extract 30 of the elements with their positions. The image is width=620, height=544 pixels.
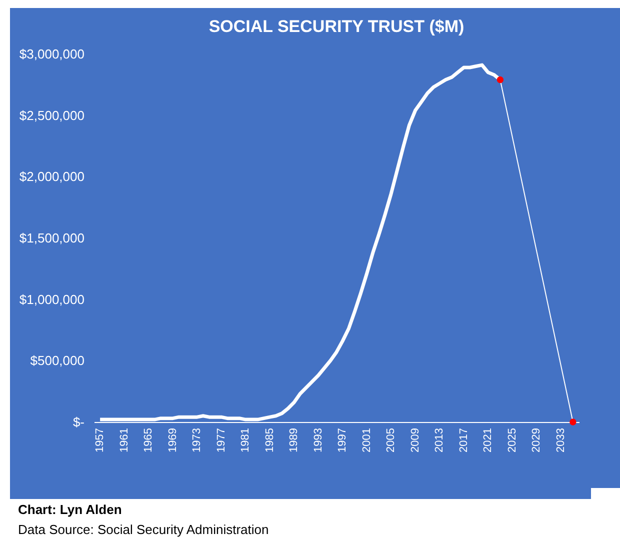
x-tick-label: 1969 xyxy=(166,428,179,452)
x-tick-label: 2001 xyxy=(360,428,373,452)
y-tick-label: $1,000,000 xyxy=(19,292,84,307)
x-tick-label: 2005 xyxy=(385,428,398,452)
x-tick-label: 1997 xyxy=(336,428,349,452)
x-tick-label: 2021 xyxy=(482,428,494,452)
x-tick-label: 2013 xyxy=(434,428,446,452)
x-tick-label: 2017 xyxy=(458,428,470,452)
x-tick-label: 2033 xyxy=(554,428,567,452)
x-tick-label: 1981 xyxy=(240,428,252,452)
x-tick-label: 2009 xyxy=(409,428,422,452)
chart-title: SOCIAL SECURITY TRUST ($M) xyxy=(208,17,464,36)
source-note: Data Source: Social Security Administration xyxy=(18,521,269,539)
y-tick-label: $2,500,000 xyxy=(19,108,84,123)
x-tick-label: 1957 xyxy=(94,428,106,452)
y-tick-label: $1,500,000 xyxy=(19,230,84,246)
x-tick-label: 1989 xyxy=(288,428,300,452)
x-tick-label: 1965 xyxy=(142,428,155,452)
y-tick-label: $2,000,000 xyxy=(19,169,84,184)
y-tick-label: $3,000,000 xyxy=(19,46,84,62)
x-tick-label: 2029 xyxy=(530,428,543,452)
x-tick-label: 2025 xyxy=(506,428,518,452)
x-tick-label: 1973 xyxy=(191,428,204,452)
y-tick-label: $- xyxy=(72,414,84,430)
y-tick-label: $500,000 xyxy=(30,353,84,368)
x-tick-label: 1993 xyxy=(312,428,324,452)
x-tick-label: 1977 xyxy=(215,428,228,452)
text: Chart: Lyn Alden xyxy=(18,501,123,519)
x-tick-label: 1961 xyxy=(118,428,130,452)
x-tick-label: 1985 xyxy=(264,428,276,452)
